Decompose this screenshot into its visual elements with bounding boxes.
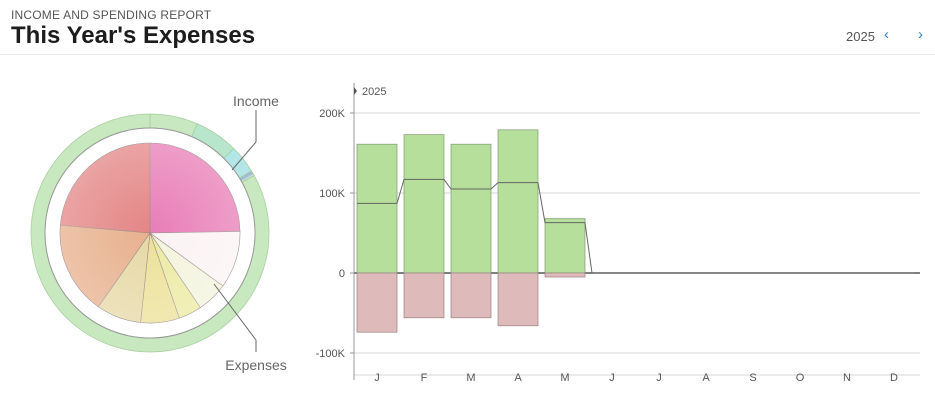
x-tick-label: A (514, 372, 522, 384)
ring-slice (149, 113, 198, 138)
chevron-right-icon[interactable]: › (918, 26, 923, 43)
y-tick-label: 100K (319, 188, 345, 200)
page-title: This Year's Expenses (11, 22, 256, 49)
net-series-line (357, 178, 914, 274)
x-tick-label: O (796, 372, 805, 384)
expenses-leader-line (213, 283, 257, 341)
series-triangle-icon (354, 87, 357, 95)
x-tick-label: J (374, 372, 380, 384)
year-label: 2025 (846, 29, 875, 44)
x-tick-label: F (421, 372, 428, 384)
monthly-bar-chart: 200K 100K 0 -100K J F M A M J J A S O N D 2025 (316, 83, 920, 384)
net-line (357, 178, 914, 274)
income-bar (544, 218, 586, 274)
bars (356, 129, 586, 333)
report-header: INCOME AND SPENDING REPORT This Year's E… (0, 0, 935, 55)
income-bar (403, 134, 445, 274)
x-tick-label: M (560, 372, 569, 384)
y-axis-ticks: 200K 100K 0 -100K (316, 108, 354, 360)
expense-bar (544, 272, 586, 278)
x-tick-label: A (702, 372, 710, 384)
income-leader-line (231, 141, 257, 171)
income-bar (497, 129, 539, 274)
x-tick-label: N (843, 372, 851, 384)
y-tick-label: -100K (316, 348, 346, 360)
expense-bar (450, 272, 492, 319)
series-label: 2025 (362, 86, 386, 98)
chevron-left-icon[interactable]: ‹ (884, 26, 889, 43)
x-tick-label: J (609, 372, 615, 384)
y-tick-label: 200K (319, 108, 345, 120)
expense-bar (403, 272, 445, 319)
pie-shading (60, 143, 240, 323)
y-tick-label: 0 (339, 268, 345, 280)
ring-inner-edge (44, 127, 256, 339)
report-eyebrow: INCOME AND SPENDING REPORT (11, 8, 212, 22)
ring-slice (191, 123, 235, 159)
x-tick-label: M (466, 372, 475, 384)
income-bar (356, 143, 398, 274)
expenses-pie (59, 142, 241, 324)
expense-bar (356, 272, 398, 333)
expense-bar (497, 272, 539, 327)
x-tick-label: J (656, 372, 662, 384)
income-bar (450, 143, 492, 274)
expenses-label: Expenses (225, 357, 286, 373)
x-tick-label: D (890, 372, 898, 384)
income-expense-donut: Income Expenses (30, 93, 287, 373)
income-label: Income (233, 93, 279, 109)
x-tick-label: S (749, 372, 756, 384)
